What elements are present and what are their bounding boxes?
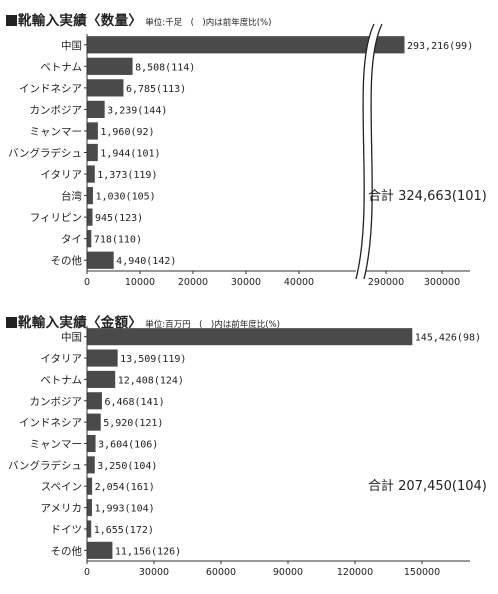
data-label: 1,373(119)	[97, 170, 157, 181]
bar	[87, 100, 105, 119]
x-tick-label: 150000	[404, 567, 440, 578]
category-label: バングラデシュ	[8, 147, 82, 160]
x-tick-label: 10000	[125, 277, 155, 288]
category-label: 中国	[61, 331, 82, 344]
quantity-chart-title: 靴輸入実績〈数量〉 単位:千足 ( )内は前年度比(%)	[6, 9, 271, 29]
data-label: 8,508(114)	[135, 62, 195, 73]
value-chart: 靴輸入実績〈金額〉 単位:百万円 ( )内は前年度比(%) 中国 145,426(9…	[0, 302, 498, 594]
bar	[87, 349, 118, 367]
bar	[87, 186, 93, 205]
data-label: 6,468(141)	[104, 397, 164, 408]
value-chart-title: 靴輸入実績〈金額〉 単位:百万円 ( )内は前年度比(%)	[6, 311, 280, 331]
bar	[87, 520, 92, 538]
category-label: アメリカ	[41, 503, 82, 515]
axis-break-line	[355, 23, 375, 280]
value-chart-unit-note: 単位:百万円 ( )内は前年度比(%)	[145, 320, 280, 330]
data-label: 1,993(104)	[94, 504, 154, 515]
category-label: ドイツ	[51, 524, 83, 536]
category-label: タイ	[61, 234, 82, 246]
category-label: 中国	[61, 39, 82, 52]
bar	[87, 499, 92, 517]
data-label: 1,944(101)	[100, 149, 160, 160]
data-label: 1,030(105)	[95, 192, 155, 203]
bar	[87, 541, 113, 559]
x-tick-label: 0	[84, 567, 90, 578]
x-tick-label: 90000	[273, 567, 303, 578]
category-label: ミャンマー	[30, 126, 83, 138]
category-label: イタリア	[40, 353, 82, 365]
category-label: その他	[51, 254, 83, 267]
bar	[87, 230, 92, 248]
title-square-marker	[6, 317, 17, 328]
title-square-marker	[6, 15, 17, 26]
x-tick-label: 60000	[206, 567, 236, 578]
data-label: 2,054(161)	[95, 482, 155, 493]
category-label: ベトナム	[40, 61, 82, 73]
bar	[87, 251, 114, 269]
axis-break-line	[363, 23, 383, 280]
data-label: 5,920(121)	[103, 418, 163, 429]
data-label: 3,250(104)	[97, 461, 157, 472]
x-tick-label: 30000	[139, 567, 169, 578]
quantity-chart-plot: 中国 293,216(99) ベトナム 8,508(114) インドネシア 6,785(1…	[8, 23, 487, 288]
x-tick-label: 30000	[231, 277, 261, 288]
x-tick-label: 120000	[337, 567, 373, 578]
category-label: ベトナム	[40, 374, 82, 386]
bar	[87, 328, 413, 346]
data-label: 3,604(106)	[98, 440, 158, 451]
data-label: 945(123)	[95, 213, 143, 224]
axis-break-gap	[356, 24, 382, 279]
total-label: 合計 324,663(101)	[368, 188, 487, 204]
bar	[87, 165, 95, 183]
data-label: 13,509(119)	[120, 354, 186, 365]
category-label: その他	[51, 544, 83, 557]
category-label: イタリア	[40, 169, 82, 181]
data-label: 3,239(144)	[107, 105, 167, 116]
category-label: インドネシア	[19, 83, 82, 95]
category-label: バングラデシュ	[8, 459, 82, 472]
quantity-title-text: 靴輸入実績〈数量〉	[18, 13, 143, 29]
category-label: インドネシア	[19, 417, 82, 429]
bar	[87, 434, 96, 453]
bar	[87, 413, 101, 431]
bar	[87, 122, 98, 140]
quantity-chart-unit-note: 単位:千足 ( )内は前年度比(%)	[145, 18, 272, 28]
data-label: 4,940(142)	[116, 256, 176, 267]
category-label: 台湾	[61, 190, 82, 203]
data-label: 12,408(124)	[118, 375, 184, 386]
data-label: 145,426(98)	[415, 333, 481, 344]
category-label: カンボジア	[30, 396, 83, 408]
bar	[87, 57, 133, 75]
x-tick-label: 0	[84, 277, 90, 288]
x-tick-label: 40000	[284, 277, 314, 288]
category-label: スペイン	[41, 481, 82, 493]
data-label: 1,655(172)	[94, 525, 154, 536]
bar	[87, 143, 98, 162]
data-label: 293,216(99)	[407, 41, 473, 52]
bar	[87, 370, 116, 388]
bar	[87, 36, 405, 54]
bar	[87, 79, 124, 97]
x-tick-label: 290000	[368, 277, 404, 288]
value-title-text: 靴輸入実績〈金額〉	[18, 315, 143, 331]
x-tick-label: 300000	[424, 277, 460, 288]
value-chart-plot: 中国 145,426(98) イタリア 13,509(119) ベトナム 12,408(1…	[8, 326, 487, 578]
category-label: カンボジア	[30, 104, 83, 116]
quantity-chart: 靴輸入実績〈数量〉 単位:千足 ( )内は前年度比(%) 中国 293,216(99…	[6, 9, 487, 288]
data-label: 6,785(113)	[126, 84, 186, 95]
data-label: 1,960(92)	[100, 127, 154, 138]
category-label: フィリピン	[30, 212, 82, 224]
bar	[87, 477, 93, 495]
x-tick-label: 20000	[178, 277, 208, 288]
bar	[87, 208, 93, 226]
category-label: ミャンマー	[30, 439, 83, 451]
data-label: 718(110)	[94, 235, 142, 246]
total-label: 合計 207,450(104)	[368, 478, 487, 494]
data-label: 11,156(126)	[115, 546, 181, 557]
bar	[87, 456, 95, 474]
bar	[87, 392, 102, 410]
